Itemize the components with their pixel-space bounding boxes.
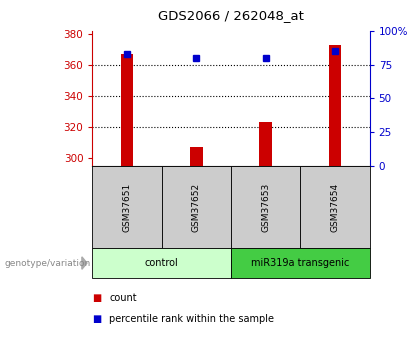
Bar [231, 166, 300, 248]
Bar [231, 248, 370, 278]
Text: GDS2066 / 262048_at: GDS2066 / 262048_at [158, 9, 304, 22]
Text: percentile rank within the sample: percentile rank within the sample [109, 314, 274, 324]
Text: control: control [145, 258, 178, 268]
Text: count: count [109, 294, 137, 303]
Text: ■: ■ [92, 314, 102, 324]
Bar [121, 54, 133, 166]
Text: miR319a transgenic: miR319a transgenic [251, 258, 349, 268]
Text: GSM37654: GSM37654 [331, 183, 339, 231]
Text: GSM37652: GSM37652 [192, 183, 201, 231]
Text: genotype/variation: genotype/variation [4, 258, 90, 268]
Text: GSM37653: GSM37653 [261, 183, 270, 231]
Bar [329, 45, 341, 166]
Bar [300, 166, 370, 248]
Bar [92, 166, 162, 248]
Bar [260, 122, 272, 166]
Polygon shape [82, 257, 87, 269]
Text: ■: ■ [92, 294, 102, 303]
Bar [190, 147, 202, 166]
Text: GSM37651: GSM37651 [123, 183, 131, 231]
Bar [92, 248, 231, 278]
Bar [162, 166, 231, 248]
